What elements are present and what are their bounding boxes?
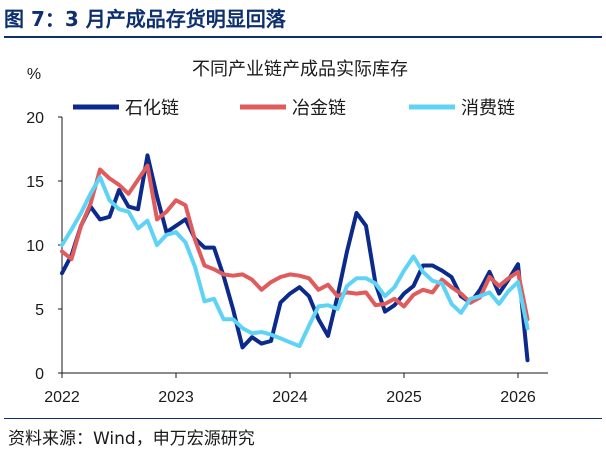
series-line [60, 175, 530, 349]
y-ticks: 0 5 10 15 20 [26, 110, 62, 383]
y-tick-label: 15 [26, 174, 44, 191]
series-line [60, 153, 530, 363]
x-tick-label: 2025 [386, 389, 422, 406]
y-tick-label: 20 [26, 110, 44, 127]
y-tick-label: 0 [35, 366, 44, 383]
x-ticks: 2022 2023 2024 2025 2026 [44, 373, 536, 406]
title-divider [4, 36, 602, 38]
source-divider [4, 418, 602, 419]
x-tick-label: 2026 [500, 389, 536, 406]
legend-label: 冶金链 [292, 98, 346, 119]
x-tick-label: 2024 [272, 389, 308, 406]
x-tick-label: 2022 [44, 389, 80, 406]
legend-label: 消费链 [461, 98, 515, 119]
y-tick-label: 5 [35, 302, 44, 319]
series-group [60, 153, 530, 363]
chart-title: 不同产业链产成品实际库存 [192, 59, 408, 80]
y-tick-label: 10 [26, 238, 44, 255]
x-tick-label: 2023 [158, 389, 194, 406]
figure-title: 图 7：3 月产成品存货明显回落 [4, 7, 286, 31]
series-line [60, 163, 530, 322]
y-axis-label: % [27, 66, 41, 83]
source-note: 资料来源：Wind，申万宏源研究 [8, 429, 255, 449]
legend-label: 石化链 [125, 98, 179, 119]
legend: 石化链 冶金链 消费链 [73, 98, 515, 119]
line-chart: 不同产业链产成品实际库存 % 0 5 10 15 20 2022 2023 2024 2025… [26, 59, 548, 406]
